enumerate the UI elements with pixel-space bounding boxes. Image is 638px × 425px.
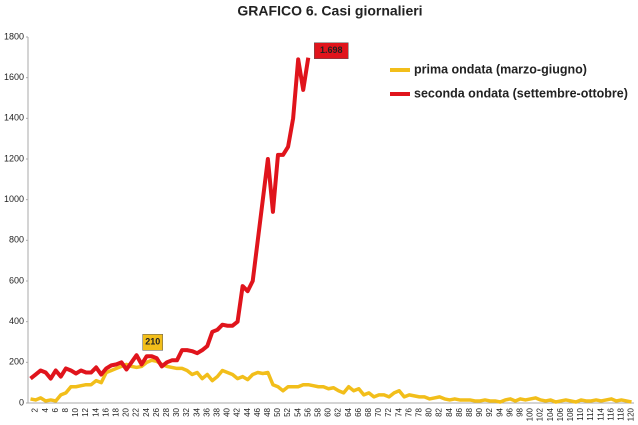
x-tick-label: 50	[273, 407, 282, 416]
data-label: 210	[142, 334, 163, 351]
x-tick-label: 44	[243, 407, 252, 416]
x-tick-label: 82	[435, 407, 444, 416]
x-tick-label: 66	[354, 407, 363, 416]
x-tick-label: 74	[394, 407, 403, 416]
x-tick-label: 54	[293, 407, 302, 416]
x-tick-label: 20	[122, 407, 131, 416]
x-tick-label: 64	[344, 407, 353, 416]
x-tick-label: 38	[212, 407, 221, 416]
x-tick-label: 118	[616, 407, 625, 420]
y-tick-label: 800	[9, 235, 24, 245]
series-line	[30, 358, 632, 404]
x-tick-label: 36	[202, 407, 211, 416]
x-tick-label: 68	[364, 407, 373, 416]
x-tick-label: 58	[313, 407, 322, 416]
y-tick-label: 1600	[4, 72, 24, 82]
x-tick-label: 88	[465, 407, 474, 416]
x-tick-label: 110	[576, 407, 585, 420]
x-tick-label: 76	[404, 407, 413, 416]
y-tick-label: 200	[9, 357, 24, 367]
x-tick-label: 112	[586, 407, 595, 420]
x-tick-label: 40	[223, 407, 232, 416]
x-tick-label: 14	[91, 407, 100, 416]
x-tick-label: 22	[132, 407, 141, 416]
x-tick-label: 24	[142, 407, 151, 416]
x-tick-label: 28	[162, 407, 171, 416]
x-tick-label: 60	[324, 407, 333, 416]
x-tick-label: 96	[505, 407, 514, 416]
x-tick-label: 108	[566, 407, 575, 421]
x-tick-label: 98	[515, 407, 524, 416]
data-label: 1.698	[314, 42, 349, 59]
y-tick-label: 600	[9, 275, 24, 285]
x-tick-label: 102	[536, 407, 545, 421]
x-tick-label: 10	[71, 407, 80, 416]
x-tick-label: 62	[334, 407, 343, 416]
y-tick-label: 0	[19, 397, 24, 407]
data-label-text: 1.698	[320, 45, 343, 55]
x-tick-label: 12	[81, 407, 90, 416]
x-tick-label: 16	[101, 407, 110, 416]
y-tick-label: 1200	[4, 153, 24, 163]
x-tick-label: 56	[303, 407, 312, 416]
x-tick-label: 116	[606, 407, 615, 420]
x-tick-label: 18	[111, 407, 120, 416]
x-tick-label: 32	[182, 407, 191, 416]
x-tick-label: 30	[172, 407, 181, 416]
data-label-box	[142, 334, 163, 351]
data-label-box	[314, 42, 349, 59]
x-tick-label: 90	[475, 407, 484, 416]
x-tick-label: 48	[263, 407, 272, 416]
x-tick-label: 106	[556, 407, 565, 421]
data-label-text: 210	[145, 337, 160, 347]
x-tick-label: 92	[485, 407, 494, 416]
x-tick-label: 4	[41, 407, 50, 412]
x-tick-label: 120	[627, 407, 636, 421]
x-tick-label: 94	[495, 407, 504, 416]
x-tick-label: 78	[414, 407, 423, 416]
x-tick-label: 72	[384, 407, 393, 416]
x-tick-label: 100	[526, 407, 535, 421]
x-tick-label: 86	[455, 407, 464, 416]
x-tick-label: 8	[61, 407, 70, 412]
y-tick-label: 1000	[4, 194, 24, 204]
x-tick-label: 52	[283, 407, 292, 416]
x-tick-label: 26	[152, 407, 161, 416]
x-tick-label: 114	[596, 407, 605, 420]
y-tick-label: 1800	[4, 31, 24, 41]
x-tick-label: 46	[253, 407, 262, 416]
y-tick-label: 400	[9, 316, 24, 326]
y-tick-label: 1400	[4, 113, 24, 123]
x-tick-label: 80	[425, 407, 434, 416]
legend-label: prima ondata (marzo-giugno)	[414, 62, 587, 76]
x-tick-label: 70	[374, 407, 383, 416]
chart-title: GRAFICO 6. Casi giornalieri	[237, 3, 422, 19]
x-tick-label: 6	[51, 407, 60, 412]
x-tick-label: 42	[233, 407, 242, 416]
series-line	[29, 57, 311, 381]
x-tick-label: 2	[31, 407, 40, 412]
legend-label: seconda ondata (settembre-ottobre)	[414, 86, 628, 100]
x-tick-label: 84	[445, 407, 454, 416]
x-tick-label: 34	[192, 407, 201, 416]
x-tick-label: 104	[546, 407, 555, 421]
